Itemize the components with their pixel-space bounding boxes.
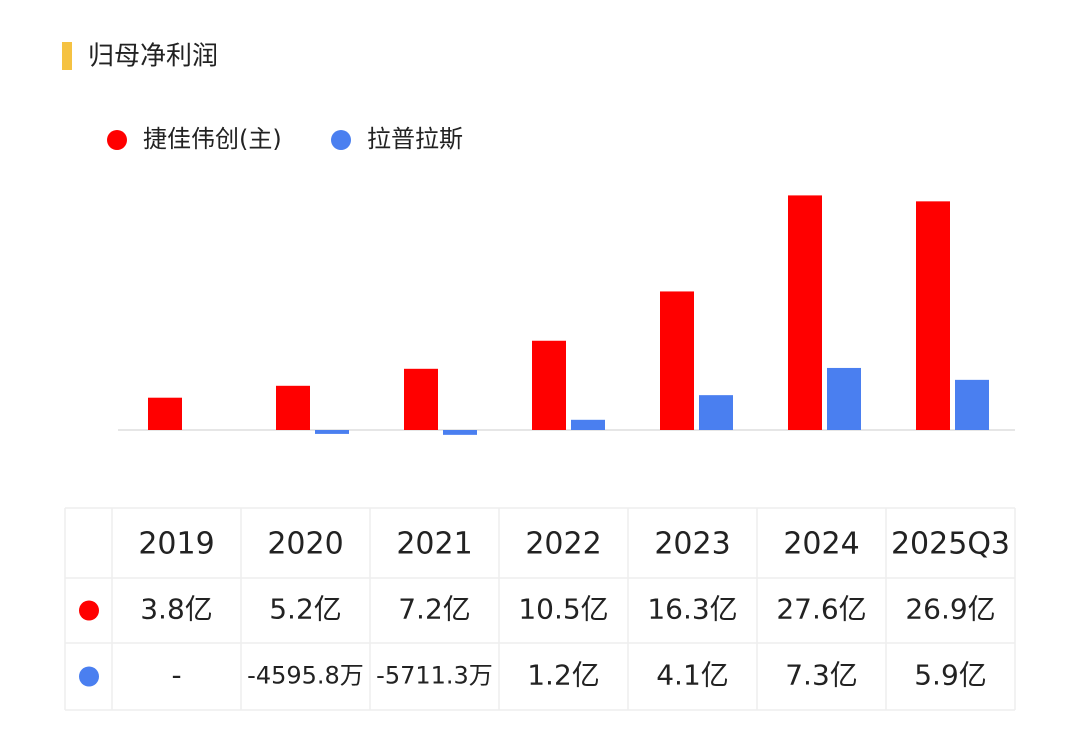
table-header: 2021 — [396, 527, 472, 562]
legend-marker — [107, 130, 127, 150]
table-cell: - — [171, 659, 181, 692]
row-marker — [79, 666, 99, 687]
table-cell: 16.3亿 — [647, 593, 737, 626]
table-header: 2022 — [525, 527, 601, 562]
bar — [916, 201, 950, 430]
table-cell: 1.2亿 — [527, 659, 600, 692]
legend-label: 拉普拉斯 — [367, 125, 463, 153]
table-cell: 7.3亿 — [785, 659, 858, 692]
bar — [660, 291, 694, 430]
bar — [955, 379, 989, 430]
bar — [827, 367, 861, 430]
bar — [404, 368, 438, 430]
table-cell: 26.9亿 — [905, 593, 995, 626]
table-header: 2023 — [654, 527, 730, 562]
bar — [788, 195, 822, 430]
bar — [315, 430, 349, 434]
table-cell: 5.2亿 — [269, 593, 342, 626]
table-cell: 3.8亿 — [140, 593, 213, 626]
title-accent — [62, 42, 72, 70]
bar — [699, 395, 733, 430]
legend-marker — [331, 130, 351, 150]
table-header: 2025Q3 — [891, 527, 1010, 562]
row-marker — [79, 600, 99, 621]
table-cell: -5711.3万 — [376, 662, 493, 690]
table-cell: 5.9亿 — [914, 659, 987, 692]
bar — [276, 385, 310, 430]
bar — [571, 419, 605, 430]
bar — [532, 340, 566, 430]
bar — [148, 397, 182, 430]
table-header: 2019 — [138, 527, 214, 562]
bar — [443, 430, 477, 435]
chart-title: 归母净利润 — [88, 42, 218, 72]
table-cell: 4.1亿 — [656, 659, 729, 692]
table-header: 2024 — [783, 527, 859, 562]
table-header: 2020 — [267, 527, 343, 562]
table-cell: 10.5亿 — [518, 593, 608, 626]
table-cell: 7.2亿 — [398, 593, 471, 626]
table-cell: 27.6亿 — [776, 593, 866, 626]
legend-label: 捷佳伟创(主) — [143, 125, 282, 153]
table-cell: -4595.8万 — [247, 662, 364, 690]
